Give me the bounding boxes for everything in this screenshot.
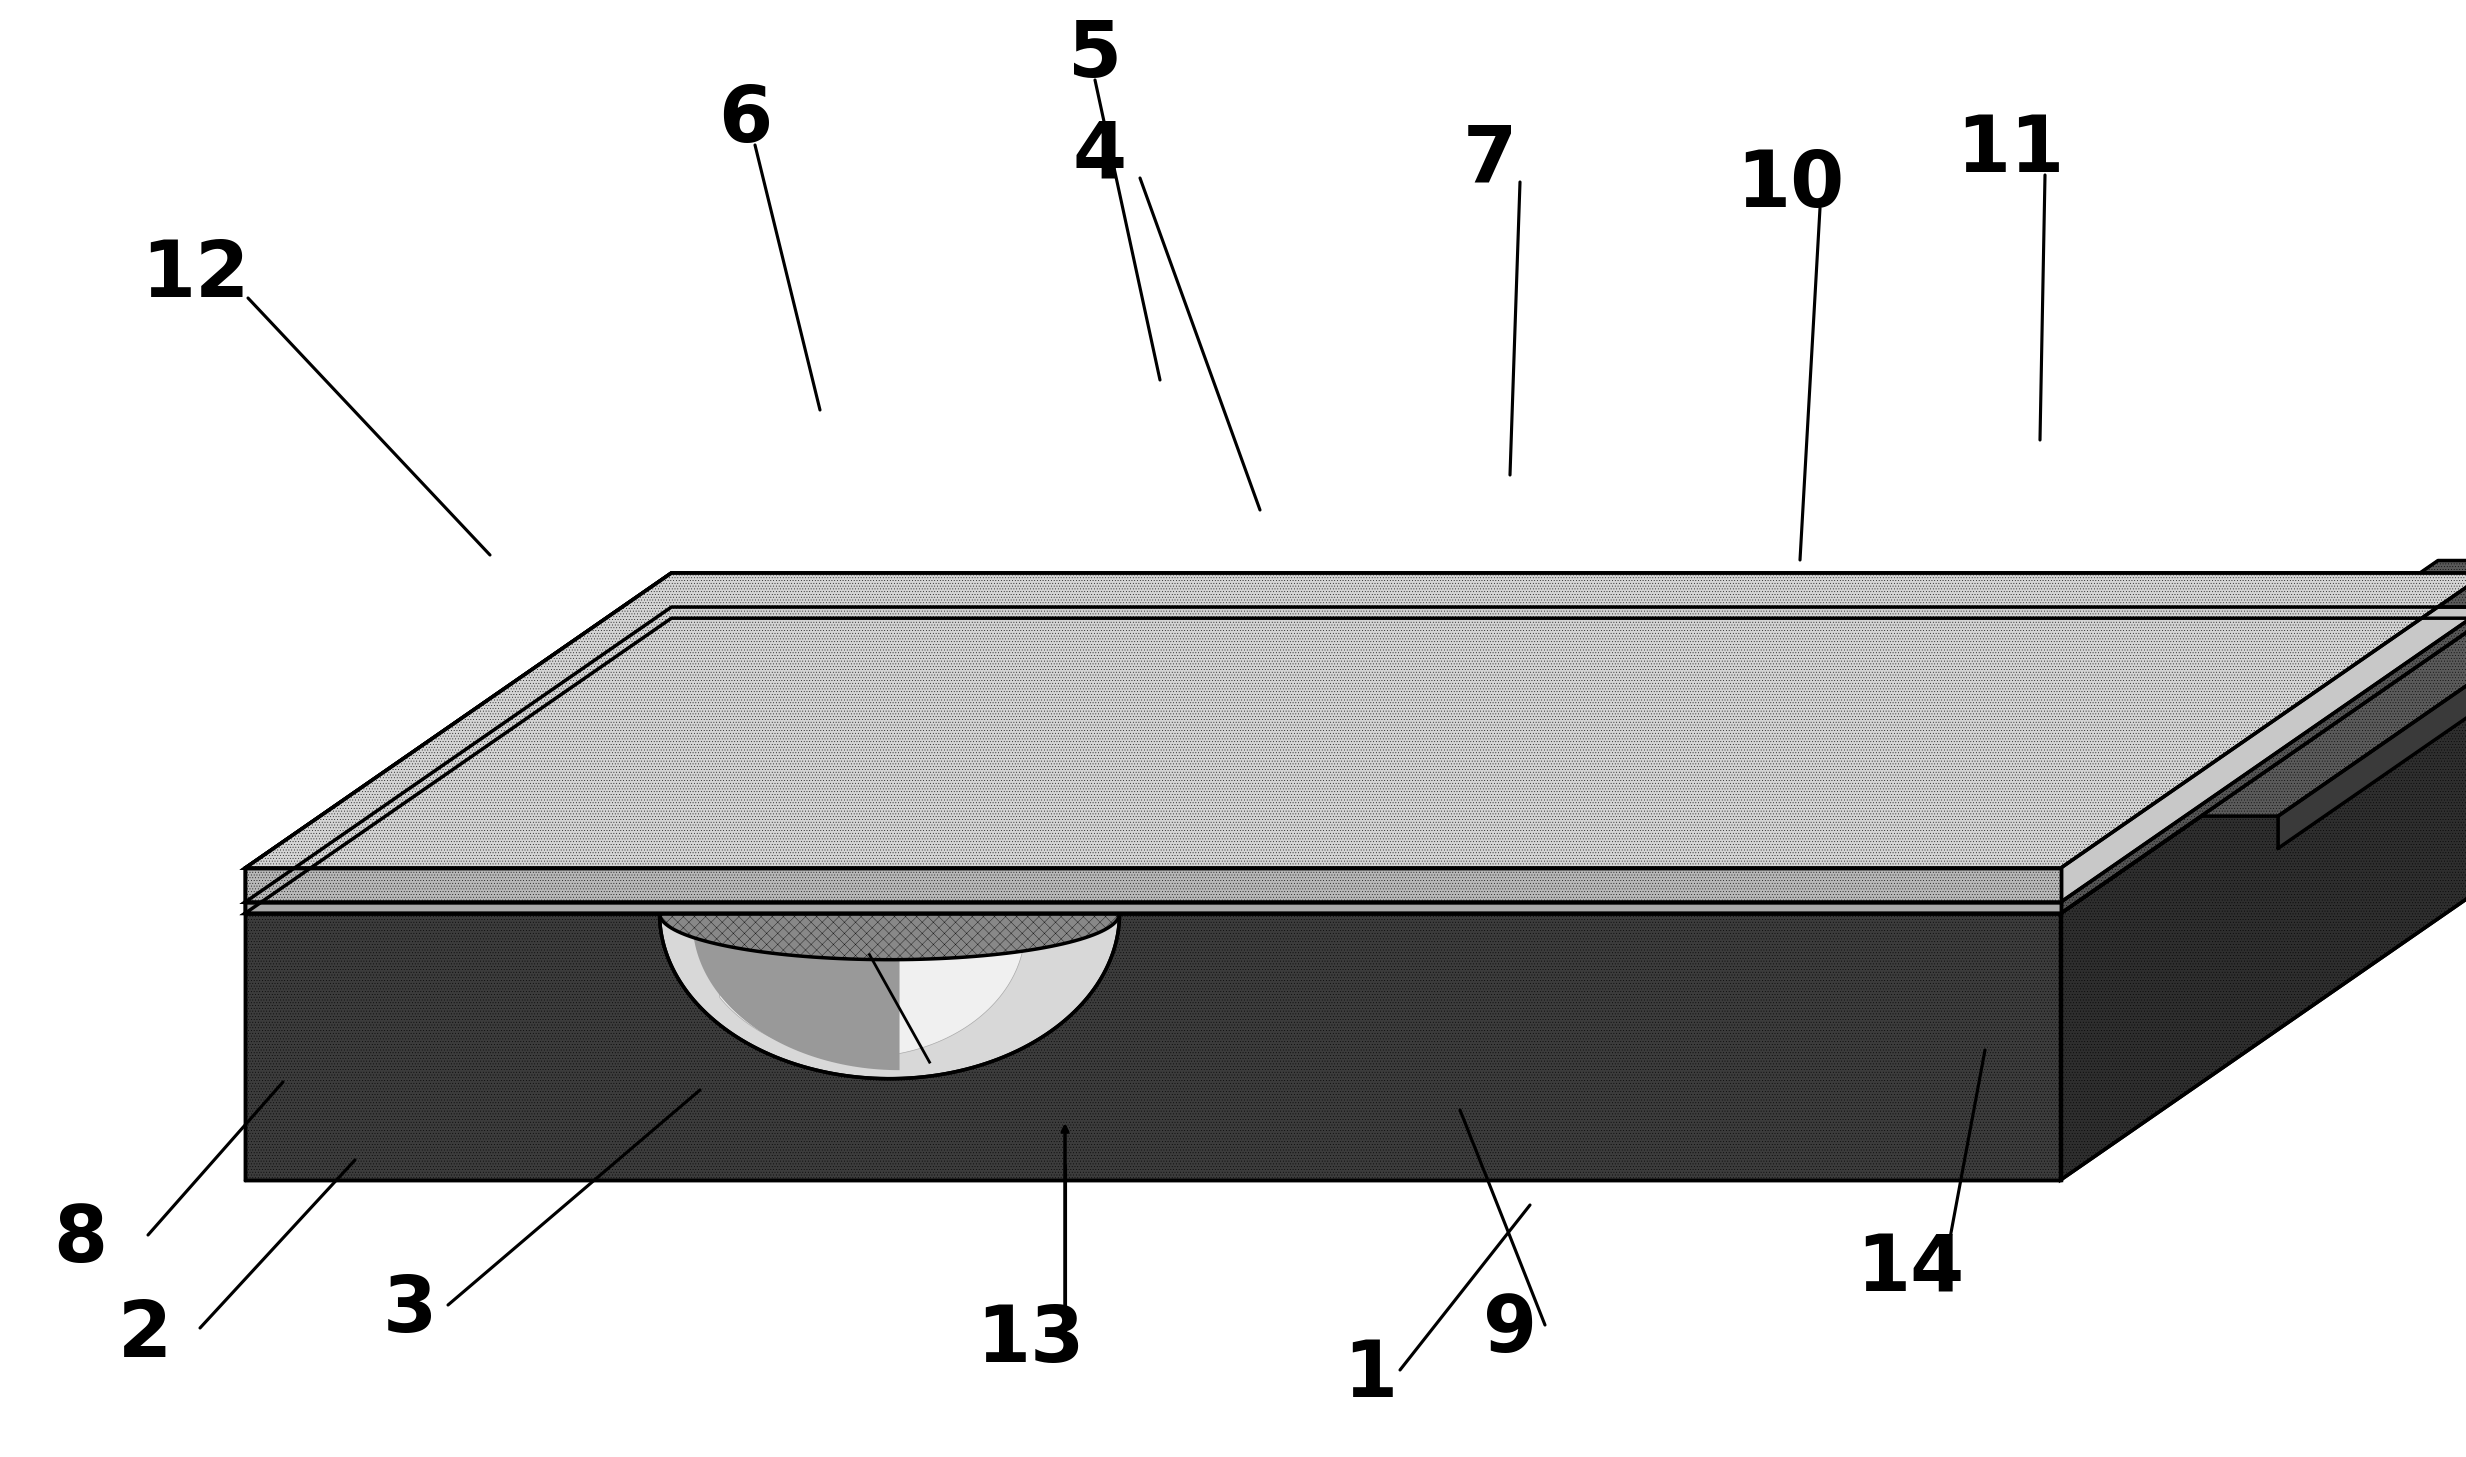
Polygon shape — [1036, 613, 1383, 627]
Polygon shape — [244, 573, 2466, 868]
Polygon shape — [1139, 721, 1228, 753]
Polygon shape — [1660, 676, 2232, 691]
Polygon shape — [1309, 685, 1615, 699]
Polygon shape — [829, 768, 875, 832]
Polygon shape — [1226, 742, 1534, 756]
Polygon shape — [1679, 627, 1699, 673]
Polygon shape — [2027, 801, 2049, 848]
Polygon shape — [1630, 691, 1699, 771]
Polygon shape — [244, 902, 2062, 914]
Polygon shape — [893, 627, 979, 660]
Polygon shape — [2190, 627, 2301, 676]
Polygon shape — [969, 660, 1317, 675]
Polygon shape — [2069, 561, 2466, 816]
Polygon shape — [1329, 641, 1433, 685]
Polygon shape — [244, 914, 2062, 1180]
Polygon shape — [2301, 613, 2323, 660]
Polygon shape — [658, 914, 1120, 1078]
Polygon shape — [1144, 800, 1450, 814]
Polygon shape — [2007, 753, 2118, 801]
Text: 1: 1 — [1344, 1338, 1398, 1413]
Polygon shape — [1181, 721, 1228, 785]
Polygon shape — [1364, 613, 1383, 660]
Polygon shape — [244, 618, 2466, 914]
Polygon shape — [1588, 691, 1699, 739]
Polygon shape — [1568, 739, 2140, 753]
Polygon shape — [602, 613, 1001, 627]
Polygon shape — [693, 921, 900, 1069]
Polygon shape — [1371, 641, 1433, 717]
Polygon shape — [535, 660, 932, 675]
Polygon shape — [353, 768, 441, 800]
Polygon shape — [1159, 753, 1181, 800]
Polygon shape — [720, 928, 1023, 1058]
Polygon shape — [1206, 756, 1268, 832]
Polygon shape — [1092, 800, 1112, 847]
Text: 9: 9 — [1482, 1292, 1536, 1368]
Polygon shape — [333, 800, 730, 814]
Polygon shape — [1428, 800, 1450, 847]
Text: 2: 2 — [118, 1297, 173, 1372]
Polygon shape — [900, 707, 1248, 721]
Polygon shape — [710, 800, 730, 847]
Polygon shape — [767, 800, 1112, 814]
Polygon shape — [1477, 801, 2049, 816]
Polygon shape — [244, 608, 2466, 902]
Polygon shape — [1275, 627, 1364, 660]
Polygon shape — [1512, 742, 1534, 788]
Polygon shape — [244, 868, 2062, 902]
Text: 8: 8 — [52, 1202, 106, 1278]
Text: 4: 4 — [1073, 117, 1127, 192]
Polygon shape — [932, 627, 979, 692]
Polygon shape — [912, 660, 932, 707]
Polygon shape — [488, 675, 577, 707]
Polygon shape — [846, 707, 866, 753]
Polygon shape — [1596, 685, 1615, 731]
Polygon shape — [834, 753, 1181, 768]
Polygon shape — [922, 675, 1009, 707]
Polygon shape — [1228, 707, 1248, 753]
Text: 13: 13 — [977, 1303, 1085, 1378]
Polygon shape — [979, 613, 1001, 660]
Polygon shape — [2232, 627, 2301, 708]
Polygon shape — [1317, 627, 1364, 692]
Polygon shape — [2049, 753, 2118, 833]
Polygon shape — [399, 753, 799, 768]
Text: 11: 11 — [1956, 112, 2064, 188]
Polygon shape — [2062, 618, 2466, 1180]
Text: 7: 7 — [1462, 122, 1517, 198]
Text: 14: 14 — [1857, 1233, 1963, 1308]
Polygon shape — [1295, 660, 1317, 707]
Polygon shape — [2210, 676, 2232, 723]
Polygon shape — [1393, 627, 1699, 641]
Polygon shape — [1751, 613, 2323, 627]
Polygon shape — [799, 721, 846, 785]
Polygon shape — [1492, 699, 1596, 742]
Polygon shape — [469, 707, 866, 721]
Polygon shape — [2118, 739, 2140, 785]
Polygon shape — [2279, 561, 2466, 848]
Polygon shape — [395, 768, 441, 832]
Polygon shape — [244, 902, 2062, 914]
Polygon shape — [777, 753, 799, 800]
Text: 5: 5 — [1068, 17, 1122, 93]
Polygon shape — [658, 914, 1120, 960]
Polygon shape — [244, 608, 2466, 902]
Polygon shape — [244, 573, 2466, 868]
Text: 3: 3 — [382, 1272, 436, 1348]
Polygon shape — [1164, 756, 1268, 800]
Text: 6: 6 — [718, 82, 772, 157]
Polygon shape — [2062, 608, 2466, 914]
Polygon shape — [962, 675, 1009, 739]
Polygon shape — [787, 768, 875, 800]
Text: 10: 10 — [1736, 147, 1845, 223]
Polygon shape — [1534, 699, 1596, 775]
Polygon shape — [244, 618, 2466, 914]
Polygon shape — [530, 675, 577, 739]
Polygon shape — [244, 868, 2062, 902]
Polygon shape — [757, 721, 846, 753]
Polygon shape — [2062, 573, 2466, 902]
Text: 12: 12 — [141, 237, 249, 313]
